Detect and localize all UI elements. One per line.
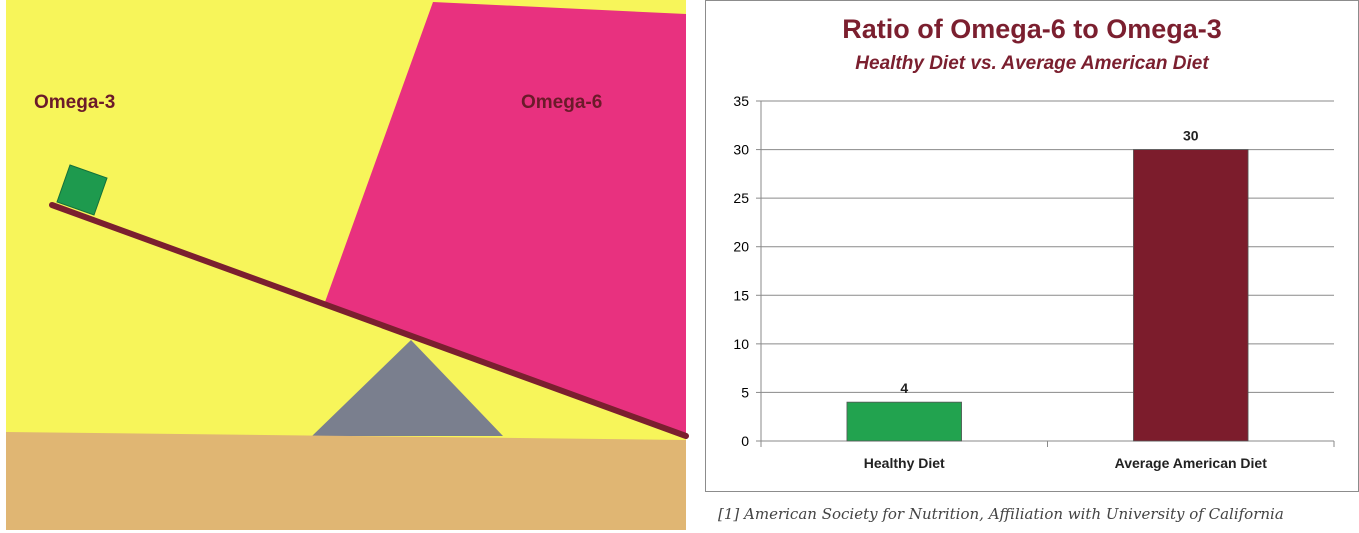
seesaw-beam	[49, 202, 689, 439]
chart-border	[705, 0, 1359, 492]
chart-labels: 0 5 10 15 20 25 30 35 4 Healthy Diet 30 Average Ame…	[733, 93, 1267, 471]
y-tick-label: 5	[741, 384, 749, 400]
y-tick-label: 35	[733, 93, 749, 109]
omega-6-label: Omega-6	[521, 92, 602, 113]
category-label: Average American Diet	[1115, 455, 1268, 471]
source-footnote: [1] American Society for Nutrition, Affi…	[718, 505, 1284, 523]
ground	[6, 432, 686, 530]
y-tick-label: 30	[733, 142, 749, 158]
chart-title: Ratio of Omega-6 to Omega-3	[842, 14, 1222, 44]
fulcrum-triangle	[312, 340, 503, 436]
category-label: Healthy Diet	[864, 455, 945, 471]
ratio-chart: 0 5 10 15 20 25 30 35 4 Healthy Diet 30 Average Ame…	[705, 0, 1359, 492]
omega-balance-illustration: Omega-3 Omega-6	[6, 0, 689, 530]
y-tick-label: 15	[733, 287, 749, 303]
y-tick-label: 25	[733, 190, 749, 206]
data-label: 30	[1183, 128, 1199, 144]
bars	[846, 149, 1249, 442]
y-tick-label: 10	[733, 336, 749, 352]
omega-6-block	[325, 2, 686, 436]
y-tick-label: 0	[741, 433, 749, 449]
omega-3-label: Omega-3	[34, 92, 115, 113]
data-label: 4	[900, 380, 908, 396]
bar-1	[846, 401, 962, 442]
bar-2	[1133, 149, 1249, 442]
y-tick-label: 20	[733, 239, 749, 255]
omega-3-block	[56, 164, 108, 216]
chart-subtitle: Healthy Diet vs. Average American Diet	[855, 53, 1209, 74]
chart-canvas: 0 5 10 15 20 25 30 35 4 Healthy Diet 30 Average Ame…	[705, 0, 1359, 492]
